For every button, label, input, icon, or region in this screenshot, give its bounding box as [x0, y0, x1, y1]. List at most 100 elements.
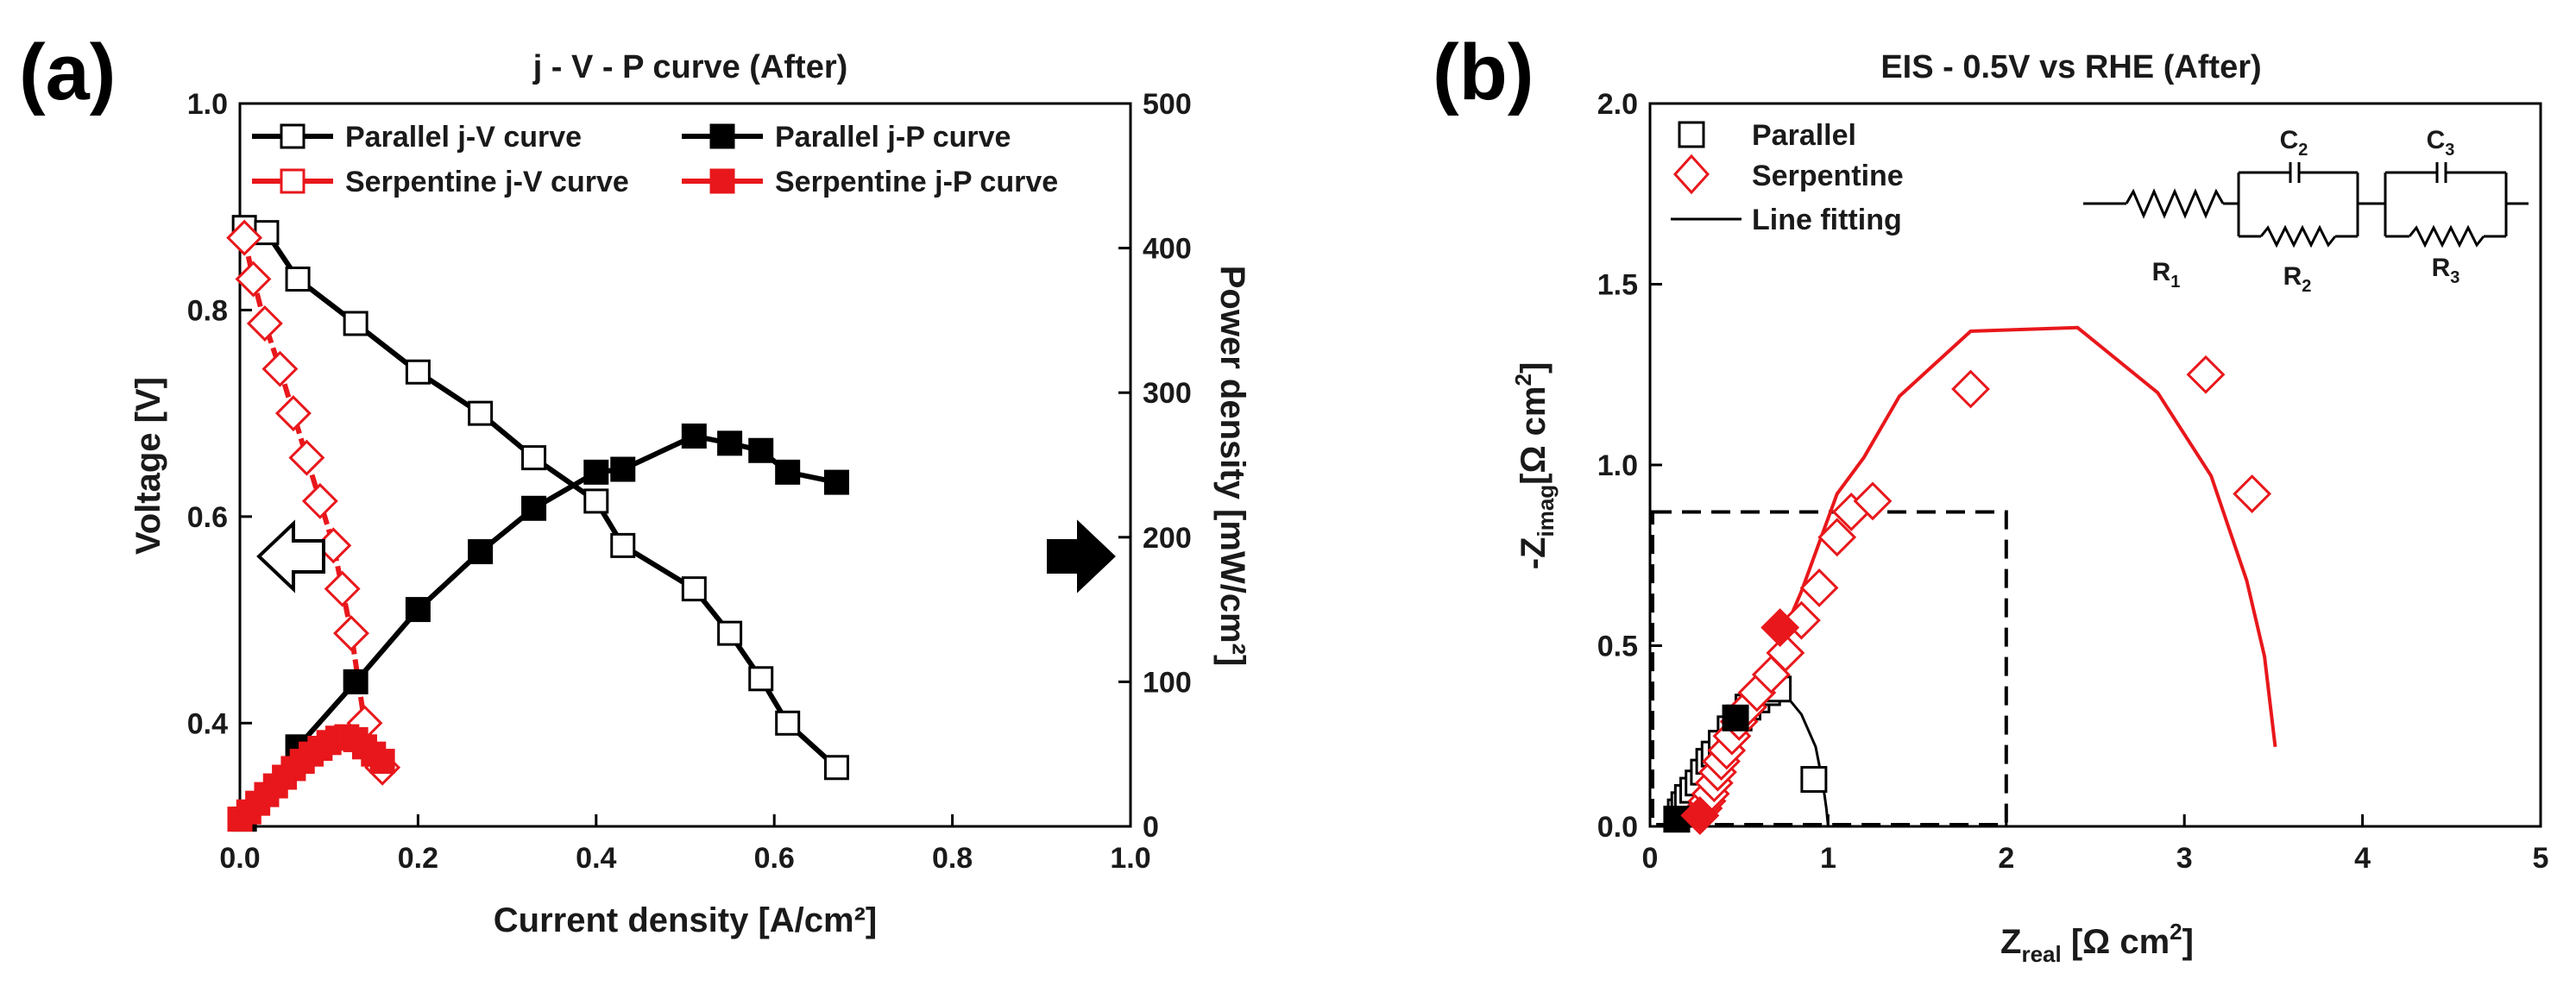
panel-label-a: (a) — [19, 28, 116, 116]
chart-a-point-0 — [285, 267, 311, 292]
chart-a-ytick-right-label: 500 — [1143, 88, 1192, 121]
chart-a-point-0 — [610, 532, 636, 558]
left-arrow-icon — [256, 519, 325, 593]
chart-b-point-0 — [1800, 766, 1828, 794]
chart-b-highlight-point-1 — [1680, 796, 1720, 835]
chart-a-xtick-label: 0.4 — [576, 842, 616, 875]
chart-a-point-0 — [405, 359, 431, 385]
legend-label-fitting: Line fitting — [1752, 204, 1902, 236]
chart-a-point-1 — [333, 615, 369, 652]
chart-b-highlight-point-0 — [1722, 704, 1749, 731]
chart-a-ytick-left-label: 0.6 — [187, 501, 228, 534]
resistor-r2 — [2259, 224, 2337, 248]
chart-a-point-2 — [583, 459, 609, 485]
equivalent-circuit — [2083, 162, 2529, 248]
chart-a-ytick-left-label: 0.8 — [187, 294, 228, 327]
legend-marker-serpentine-jp — [709, 168, 735, 194]
resistor-r1 — [2125, 188, 2225, 219]
chart-b-series — [1663, 325, 2277, 835]
chart-a-xtick-label: 0.2 — [398, 842, 438, 875]
chart-b-fit-line-3 — [1696, 325, 2277, 827]
chart-a-series-line-2 — [242, 433, 838, 821]
circuit-label-c2: C2 — [2280, 126, 2308, 160]
legend-marker-serpentine — [1672, 154, 1710, 195]
chart-a-point-1 — [246, 305, 283, 342]
chart-b-point-1 — [1951, 369, 1990, 409]
circuit-label-r2: R2 — [2283, 262, 2312, 296]
chart-b-legend: Parallel Serpentine Line fitting — [1671, 119, 1904, 236]
chart-a-point-2 — [748, 437, 774, 463]
chart-a-ytick-right-label: 300 — [1143, 377, 1192, 410]
legend-marker-parallel-jp — [709, 123, 735, 149]
chart-b-ytick-label: 0.0 — [1597, 811, 1638, 844]
chart-a-point-1 — [235, 261, 272, 298]
chart-a-point-1 — [324, 570, 361, 607]
chart-b-point-1 — [2233, 474, 2272, 513]
chart-a-point-2 — [405, 597, 431, 623]
chart-a-frame — [238, 102, 1132, 828]
chart-a-point-1 — [301, 482, 338, 519]
legend-label-parallel-jp: Parallel j-P curve — [775, 121, 1011, 154]
chart-a-point-0 — [717, 620, 743, 646]
chart-b-point-1 — [1799, 568, 1839, 607]
chart-a-point-1 — [226, 219, 263, 256]
chart-b-xtick-label: 2 — [1998, 842, 2014, 875]
chart-b-ytick-label: 1.5 — [1597, 269, 1638, 302]
chart-b-xtick-label: 4 — [2354, 842, 2371, 875]
chart-a-ticks: 0.0 0.2 0.4 0.6 0.8 1.00.40.60.81.00100200300… — [187, 88, 1192, 875]
legend-label-serpentine: Serpentine — [1752, 160, 1904, 192]
chart-b-xlabel: Zreal [Ω cm2] — [2000, 919, 2194, 967]
panel-label-b: (b) — [1433, 28, 1534, 116]
chart-a-legend: Parallel j-V curve Serpentine j-V curve … — [252, 121, 1058, 198]
chart-a-point-2 — [343, 669, 368, 694]
chart-b-ytick-label: 0.5 — [1597, 631, 1638, 663]
chart-a-xlabel: Current density [A/cm²] — [494, 901, 878, 939]
chart-a-point-0 — [343, 311, 368, 336]
resistor-r3 — [2408, 224, 2485, 248]
chart-a-ytick-right-label: 100 — [1143, 666, 1192, 699]
legend-label-serpentine-jv: Serpentine j-V curve — [345, 166, 629, 198]
chart-b-point-1 — [2186, 355, 2226, 394]
chart-a-point-0 — [468, 400, 494, 426]
chart-a-point-2 — [775, 459, 801, 485]
chart-b-xtick-label: 0 — [1642, 842, 1659, 875]
chart-a-point-3 — [369, 749, 395, 775]
chart-a-point-0 — [583, 488, 609, 514]
chart-b-ytick-label: 1.0 — [1597, 449, 1638, 482]
chart-a-point-0 — [775, 710, 801, 736]
legend-marker-parallel-jv — [280, 123, 305, 149]
chart-a-point-1 — [274, 395, 312, 432]
chart-a-point-2 — [823, 469, 849, 495]
chart-a-xtick-label: 1.0 — [1110, 842, 1150, 875]
chart-a-point-2 — [610, 456, 636, 482]
chart-a-xtick-label: 0.8 — [932, 842, 973, 875]
chart-b-point-1 — [1766, 633, 1805, 673]
chart-a-xtick-label: 0.6 — [754, 842, 795, 875]
chart-a-ytick-left-label: 0.4 — [187, 707, 228, 740]
circuit-labels: R1 C2 R2 C3 R3 — [2152, 126, 2460, 296]
chart-b-point-1 — [1817, 518, 1857, 557]
chart-a-point-2 — [468, 539, 494, 565]
chart-a-point-1 — [288, 439, 325, 476]
chart-a-ytick-left-label: 1.0 — [187, 88, 228, 121]
chart-a-point-0 — [521, 445, 547, 471]
legend-marker-serpentine-jv — [280, 168, 305, 194]
chart-a-xtick-label: 0.0 — [219, 842, 260, 875]
chart-a-point-0 — [823, 755, 849, 781]
chart-b-ytick-label: 2.0 — [1597, 88, 1638, 121]
chart-a-point-2 — [521, 495, 547, 521]
chart-a-point-0 — [681, 576, 707, 602]
chart-a-ytick-right-label: 0 — [1143, 811, 1159, 844]
chart-a-ytick-right-label: 400 — [1143, 233, 1192, 266]
chart-a-point-1 — [261, 350, 299, 387]
chart-a-point-2 — [681, 423, 707, 449]
chart-b-title: EIS - 0.5V vs RHE (After) — [1880, 49, 2261, 85]
chart-b-xtick-label: 1 — [1820, 842, 1836, 875]
chart-a-point-0 — [254, 220, 280, 246]
chart-a-ylabel-right: Power density [mW/cm²] — [1213, 266, 1251, 667]
legend-marker-parallel — [1678, 121, 1705, 148]
chart-a-point-2 — [717, 430, 743, 456]
circuit-label-r3: R3 — [2432, 254, 2460, 287]
